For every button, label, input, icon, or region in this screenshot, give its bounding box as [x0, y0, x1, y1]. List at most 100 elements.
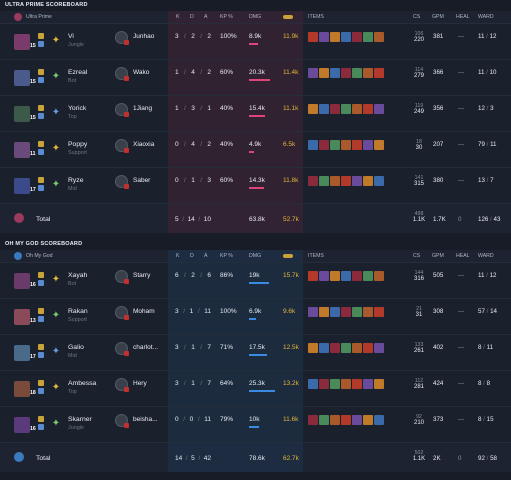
item-icon[interactable]	[330, 415, 340, 425]
sort-deaths-header[interactable]: D	[190, 253, 194, 259]
player-row[interactable]: 15 ✦ Yorick Top 1Jiang 1/3/1 40% 15.4k 11.1k 119 2…	[0, 95, 511, 131]
sort-gpm-header[interactable]: GPM	[432, 253, 444, 259]
item-icon[interactable]	[308, 379, 318, 389]
item-icon[interactable]	[330, 104, 340, 114]
item-icon[interactable]	[363, 32, 373, 42]
item-icon[interactable]	[352, 379, 362, 389]
item-icon[interactable]	[341, 32, 351, 42]
item-icon[interactable]	[308, 343, 318, 353]
item-icon[interactable]	[374, 68, 384, 78]
item-icon[interactable]	[363, 307, 373, 317]
sort-cs-header[interactable]: CS	[413, 253, 421, 259]
item-icon[interactable]	[308, 32, 318, 42]
item-icon[interactable]	[363, 176, 373, 186]
player-row[interactable]: 11 ✦ Poppy Support Xiaoxia 0 / 4 / 2 40% 4.9k 6.5k 18…	[0, 131, 511, 167]
sort-gpm-header[interactable]: GPM	[432, 14, 444, 20]
item-icon[interactable]	[363, 379, 373, 389]
item-icon[interactable]	[352, 415, 362, 425]
item-icon[interactable]	[341, 68, 351, 78]
item-icon[interactable]	[363, 140, 373, 150]
item-icon[interactable]	[319, 379, 329, 389]
item-icon[interactable]	[352, 271, 362, 281]
item-icon[interactable]	[374, 415, 384, 425]
sort-deaths-header[interactable]: D	[190, 14, 194, 20]
item-icon[interactable]	[352, 176, 362, 186]
player-row[interactable]: 15 ✦ Vi Jungle Junhao 3 / 2 / 2 100% 8.9k 11.9k 106 22…	[0, 23, 511, 59]
item-icon[interactable]	[330, 379, 340, 389]
item-icon[interactable]	[374, 271, 384, 281]
sort-kills-header[interactable]: K	[176, 253, 180, 259]
item-icon[interactable]	[341, 379, 351, 389]
player-row[interactable]: 16 ✦ Xayah Bot Starry 6 / 2 / 6 86% 19k 15.7k 144 316 5…	[0, 262, 511, 298]
item-icon[interactable]	[352, 307, 362, 317]
item-icon[interactable]	[363, 343, 373, 353]
sort-dmg-header[interactable]: DMG	[249, 253, 262, 259]
item-icon[interactable]	[319, 32, 329, 42]
sort-kills-header[interactable]: K	[176, 14, 180, 20]
item-icon[interactable]	[330, 271, 340, 281]
item-icon[interactable]	[341, 415, 351, 425]
item-icon[interactable]	[330, 32, 340, 42]
item-icon[interactable]	[330, 176, 340, 186]
item-icon[interactable]	[341, 343, 351, 353]
item-icon[interactable]	[308, 415, 318, 425]
item-icon[interactable]	[308, 271, 318, 281]
item-icon[interactable]	[352, 343, 362, 353]
item-icon[interactable]	[363, 104, 373, 114]
item-icon[interactable]	[352, 32, 362, 42]
player-tag[interactable]: Hery	[133, 380, 147, 387]
item-icon[interactable]	[330, 307, 340, 317]
item-icon[interactable]	[330, 68, 340, 78]
item-icon[interactable]	[341, 104, 351, 114]
player-tag[interactable]: Xiaoxia	[133, 141, 155, 148]
sort-kp-header[interactable]: KP %	[220, 14, 233, 20]
sort-assists-header[interactable]: A	[204, 253, 208, 259]
item-icon[interactable]	[363, 415, 373, 425]
sort-dmg-header[interactable]: DMG	[249, 14, 262, 20]
sort-cs-header[interactable]: CS	[413, 14, 421, 20]
player-row[interactable]: 13 ✦ Rakan Support Moham 3/1/11 100% 6.9k 9.6k 21…	[0, 298, 511, 334]
player-row[interactable]: 18 ✦ Ambessa Top Hery 3 / 1 / 7 64% 25.3k 13.2k 112 28…	[0, 370, 511, 406]
player-row[interactable]: 16 ✦ Skarner Jungle beisha... 0/0/11 79% 10k 11.…	[0, 406, 511, 442]
item-icon[interactable]	[374, 104, 384, 114]
item-icon[interactable]	[319, 140, 329, 150]
item-icon[interactable]	[374, 379, 384, 389]
item-icon[interactable]	[363, 68, 373, 78]
item-icon[interactable]	[374, 32, 384, 42]
item-icon[interactable]	[374, 176, 384, 186]
sort-ward-header[interactable]: WARD	[478, 14, 494, 20]
player-tag[interactable]: Junhao	[133, 33, 155, 40]
item-icon[interactable]	[374, 307, 384, 317]
item-icon[interactable]	[319, 307, 329, 317]
sort-heal-header[interactable]: HEAL	[456, 14, 470, 20]
item-icon[interactable]	[319, 104, 329, 114]
player-tag[interactable]: Saber	[133, 177, 151, 184]
player-tag[interactable]: beisha...	[133, 416, 158, 423]
player-tag[interactable]: 1Jiang	[133, 105, 153, 112]
item-icon[interactable]	[308, 140, 318, 150]
player-tag[interactable]: Moham	[133, 308, 155, 315]
player-tag[interactable]: charlot...	[133, 344, 158, 351]
item-icon[interactable]	[341, 176, 351, 186]
player-tag[interactable]: Wako	[133, 69, 150, 76]
item-icon[interactable]	[308, 68, 318, 78]
item-icon[interactable]	[352, 104, 362, 114]
item-icon[interactable]	[374, 343, 384, 353]
item-icon[interactable]	[341, 140, 351, 150]
item-icon[interactable]	[319, 176, 329, 186]
sort-heal-header[interactable]: HEAL	[456, 253, 470, 259]
player-row[interactable]: 15 ✦ Ezreal Bot Wako 1 / 4 / 2 60% 20.3k 11.4k 114 279…	[0, 59, 511, 95]
sort-ward-header[interactable]: WARD	[478, 253, 494, 259]
item-icon[interactable]	[341, 271, 351, 281]
sort-kp-header[interactable]: KP %	[220, 253, 233, 259]
item-icon[interactable]	[319, 415, 329, 425]
item-icon[interactable]	[308, 176, 318, 186]
item-icon[interactable]	[363, 271, 373, 281]
item-icon[interactable]	[330, 343, 340, 353]
item-icon[interactable]	[308, 307, 318, 317]
player-tag[interactable]: Starry	[133, 272, 151, 279]
sort-assists-header[interactable]: A	[204, 14, 208, 20]
player-row[interactable]: 17 ✦ Ryze Mid Saber 0/1/3 60% 14.3k 11.8k 141 315 3…	[0, 167, 511, 203]
item-icon[interactable]	[341, 307, 351, 317]
player-row[interactable]: 17 ✦ Galio Mid charlot... 3 / 1 / 7 71% 17.5k 12.5k 1…	[0, 334, 511, 370]
